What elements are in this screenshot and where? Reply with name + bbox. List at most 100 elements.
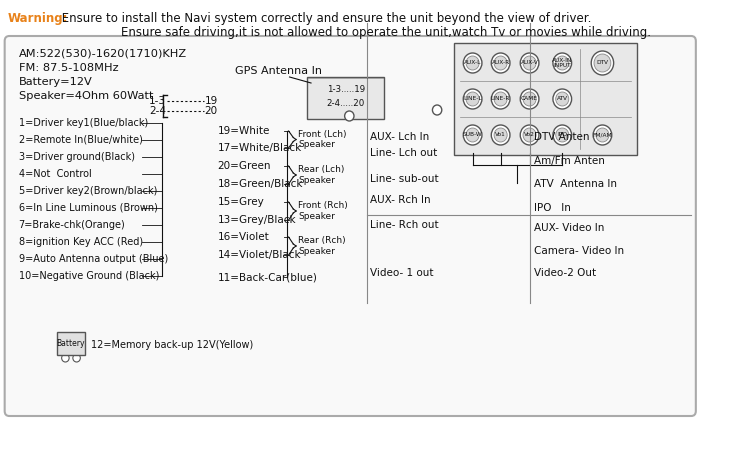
Circle shape [523,128,536,142]
Text: 8=ignition Key ACC (Red): 8=ignition Key ACC (Red) [19,237,142,247]
Text: 1=Driver key1(Blue/black): 1=Driver key1(Blue/black) [19,118,148,128]
Text: 2-4: 2-4 [149,106,166,116]
Text: 2=Remote In(Blue/white): 2=Remote In(Blue/white) [19,135,142,145]
Text: Speaker=4Ohm 60Watt: Speaker=4Ohm 60Watt [19,91,153,101]
Text: Warning:: Warning: [8,12,68,25]
Text: IPO: IPO [557,132,567,138]
Text: Camera- Video In: Camera- Video In [534,246,624,256]
Text: SUB-W: SUB-W [463,132,482,138]
FancyBboxPatch shape [308,77,384,119]
Text: Front (Lch)
Speaker: Front (Lch) Speaker [298,130,346,149]
Circle shape [62,354,69,362]
Circle shape [464,53,482,73]
Text: 2-4.....20: 2-4.....20 [326,99,364,108]
Text: 17=White/Black: 17=White/Black [217,143,302,153]
FancyBboxPatch shape [58,332,85,354]
Text: 1-3.....19: 1-3.....19 [326,86,364,95]
FancyBboxPatch shape [4,36,696,416]
Text: Rear (Lch)
Speaker: Rear (Lch) Speaker [298,165,344,184]
Circle shape [520,89,539,109]
Circle shape [523,56,536,70]
Text: 15=Grey: 15=Grey [217,197,264,207]
Text: 10=Negative Ground (Black): 10=Negative Ground (Black) [19,271,159,281]
Text: AUX- Rch In: AUX- Rch In [370,195,430,205]
Text: GPS Antenna In: GPS Antenna In [235,66,322,76]
Circle shape [593,125,612,145]
Text: AUX-V: AUX-V [520,61,538,65]
Text: 18=Green/Black: 18=Green/Black [217,179,303,189]
Text: Line- sub-out: Line- sub-out [370,174,439,184]
Circle shape [491,89,510,109]
Text: Battery: Battery [57,339,86,348]
Text: AUX-R: AUX-R [491,61,510,65]
Circle shape [466,56,479,70]
Circle shape [591,51,613,75]
Circle shape [494,128,507,142]
Circle shape [345,111,354,121]
Text: AUX- Video In: AUX- Video In [534,223,604,233]
Text: ATV  Antenna In: ATV Antenna In [534,179,617,189]
Text: DTV: DTV [596,61,608,65]
Text: AUX- Lch In: AUX- Lch In [370,132,429,142]
Text: DTV Anten: DTV Anten [534,132,590,142]
Text: 16=Violet: 16=Violet [217,232,269,242]
Text: 20=Green: 20=Green [217,161,271,171]
Text: Vo2: Vo2 [524,132,535,138]
Circle shape [466,92,479,106]
Text: AM:522(530)-1620(1710)KHZ: AM:522(530)-1620(1710)KHZ [19,49,187,59]
Text: FM/AM: FM/AM [592,132,612,138]
Text: LINE-L: LINE-L [464,96,482,102]
Circle shape [494,92,507,106]
Text: Video-2 Out: Video-2 Out [534,268,596,278]
Circle shape [491,53,510,73]
Text: FM: 87.5-108MHz: FM: 87.5-108MHz [19,63,118,73]
Text: 6=In Line Luminous (Brown): 6=In Line Luminous (Brown) [19,203,158,213]
Circle shape [494,56,507,70]
Circle shape [594,54,610,72]
Text: Vo1: Vo1 [495,132,506,138]
Circle shape [433,105,442,115]
Text: LINE-R: LINE-R [490,96,510,102]
Text: Front (Rch)
Speaker: Front (Rch) Speaker [298,201,348,221]
Circle shape [523,92,536,106]
Circle shape [556,56,568,70]
Text: Line- Lch out: Line- Lch out [370,148,437,158]
Text: 20: 20 [205,106,218,116]
Circle shape [556,92,568,106]
Text: Rear (Rch)
Speaker: Rear (Rch) Speaker [298,236,346,256]
Circle shape [553,89,572,109]
Circle shape [464,89,482,109]
Circle shape [520,53,539,73]
Text: 9=Auto Antenna output (Blue): 9=Auto Antenna output (Blue) [19,254,168,264]
Text: Video- 1 out: Video- 1 out [370,268,434,278]
Circle shape [464,125,482,145]
Text: Line- Rch out: Line- Rch out [370,220,439,230]
Text: 7=Brake-chk(Orange): 7=Brake-chk(Orange) [19,220,125,230]
Circle shape [466,128,479,142]
Text: AUX-IN
INPUT: AUX-IN INPUT [552,58,572,69]
Circle shape [596,128,609,142]
Text: 19=White: 19=White [217,126,270,136]
Text: ATV: ATV [556,96,568,102]
Text: CAME: CAME [521,96,538,102]
Text: 12=Memory back-up 12V(Yellow): 12=Memory back-up 12V(Yellow) [91,340,253,350]
Text: 1-3: 1-3 [149,96,166,106]
Text: IPO   In: IPO In [534,203,571,213]
Text: AUX-L: AUX-L [464,61,482,65]
Text: Ensure safe driving,it is not allowed to operate the unit,watch Tv or movies whi: Ensure safe driving,it is not allowed to… [122,26,652,39]
Text: Ensure to install the Navi system correctly and ensure the unit beyond the view : Ensure to install the Navi system correc… [58,12,591,25]
FancyBboxPatch shape [454,43,637,155]
Circle shape [553,53,572,73]
Text: 14=Violet/Black: 14=Violet/Black [217,250,302,260]
Text: 11=Back-Car(blue): 11=Back-Car(blue) [217,272,317,282]
Text: 13=Grey/Black: 13=Grey/Black [217,215,296,225]
Text: Am/Fm Anten: Am/Fm Anten [534,156,605,166]
Text: 19: 19 [205,96,218,106]
Circle shape [556,128,568,142]
Text: 5=Driver key2(Brown/black): 5=Driver key2(Brown/black) [19,186,157,196]
Circle shape [73,354,80,362]
Text: 4=Not  Control: 4=Not Control [19,169,92,179]
Circle shape [553,125,572,145]
Text: Battery=12V: Battery=12V [19,77,92,87]
Circle shape [520,125,539,145]
